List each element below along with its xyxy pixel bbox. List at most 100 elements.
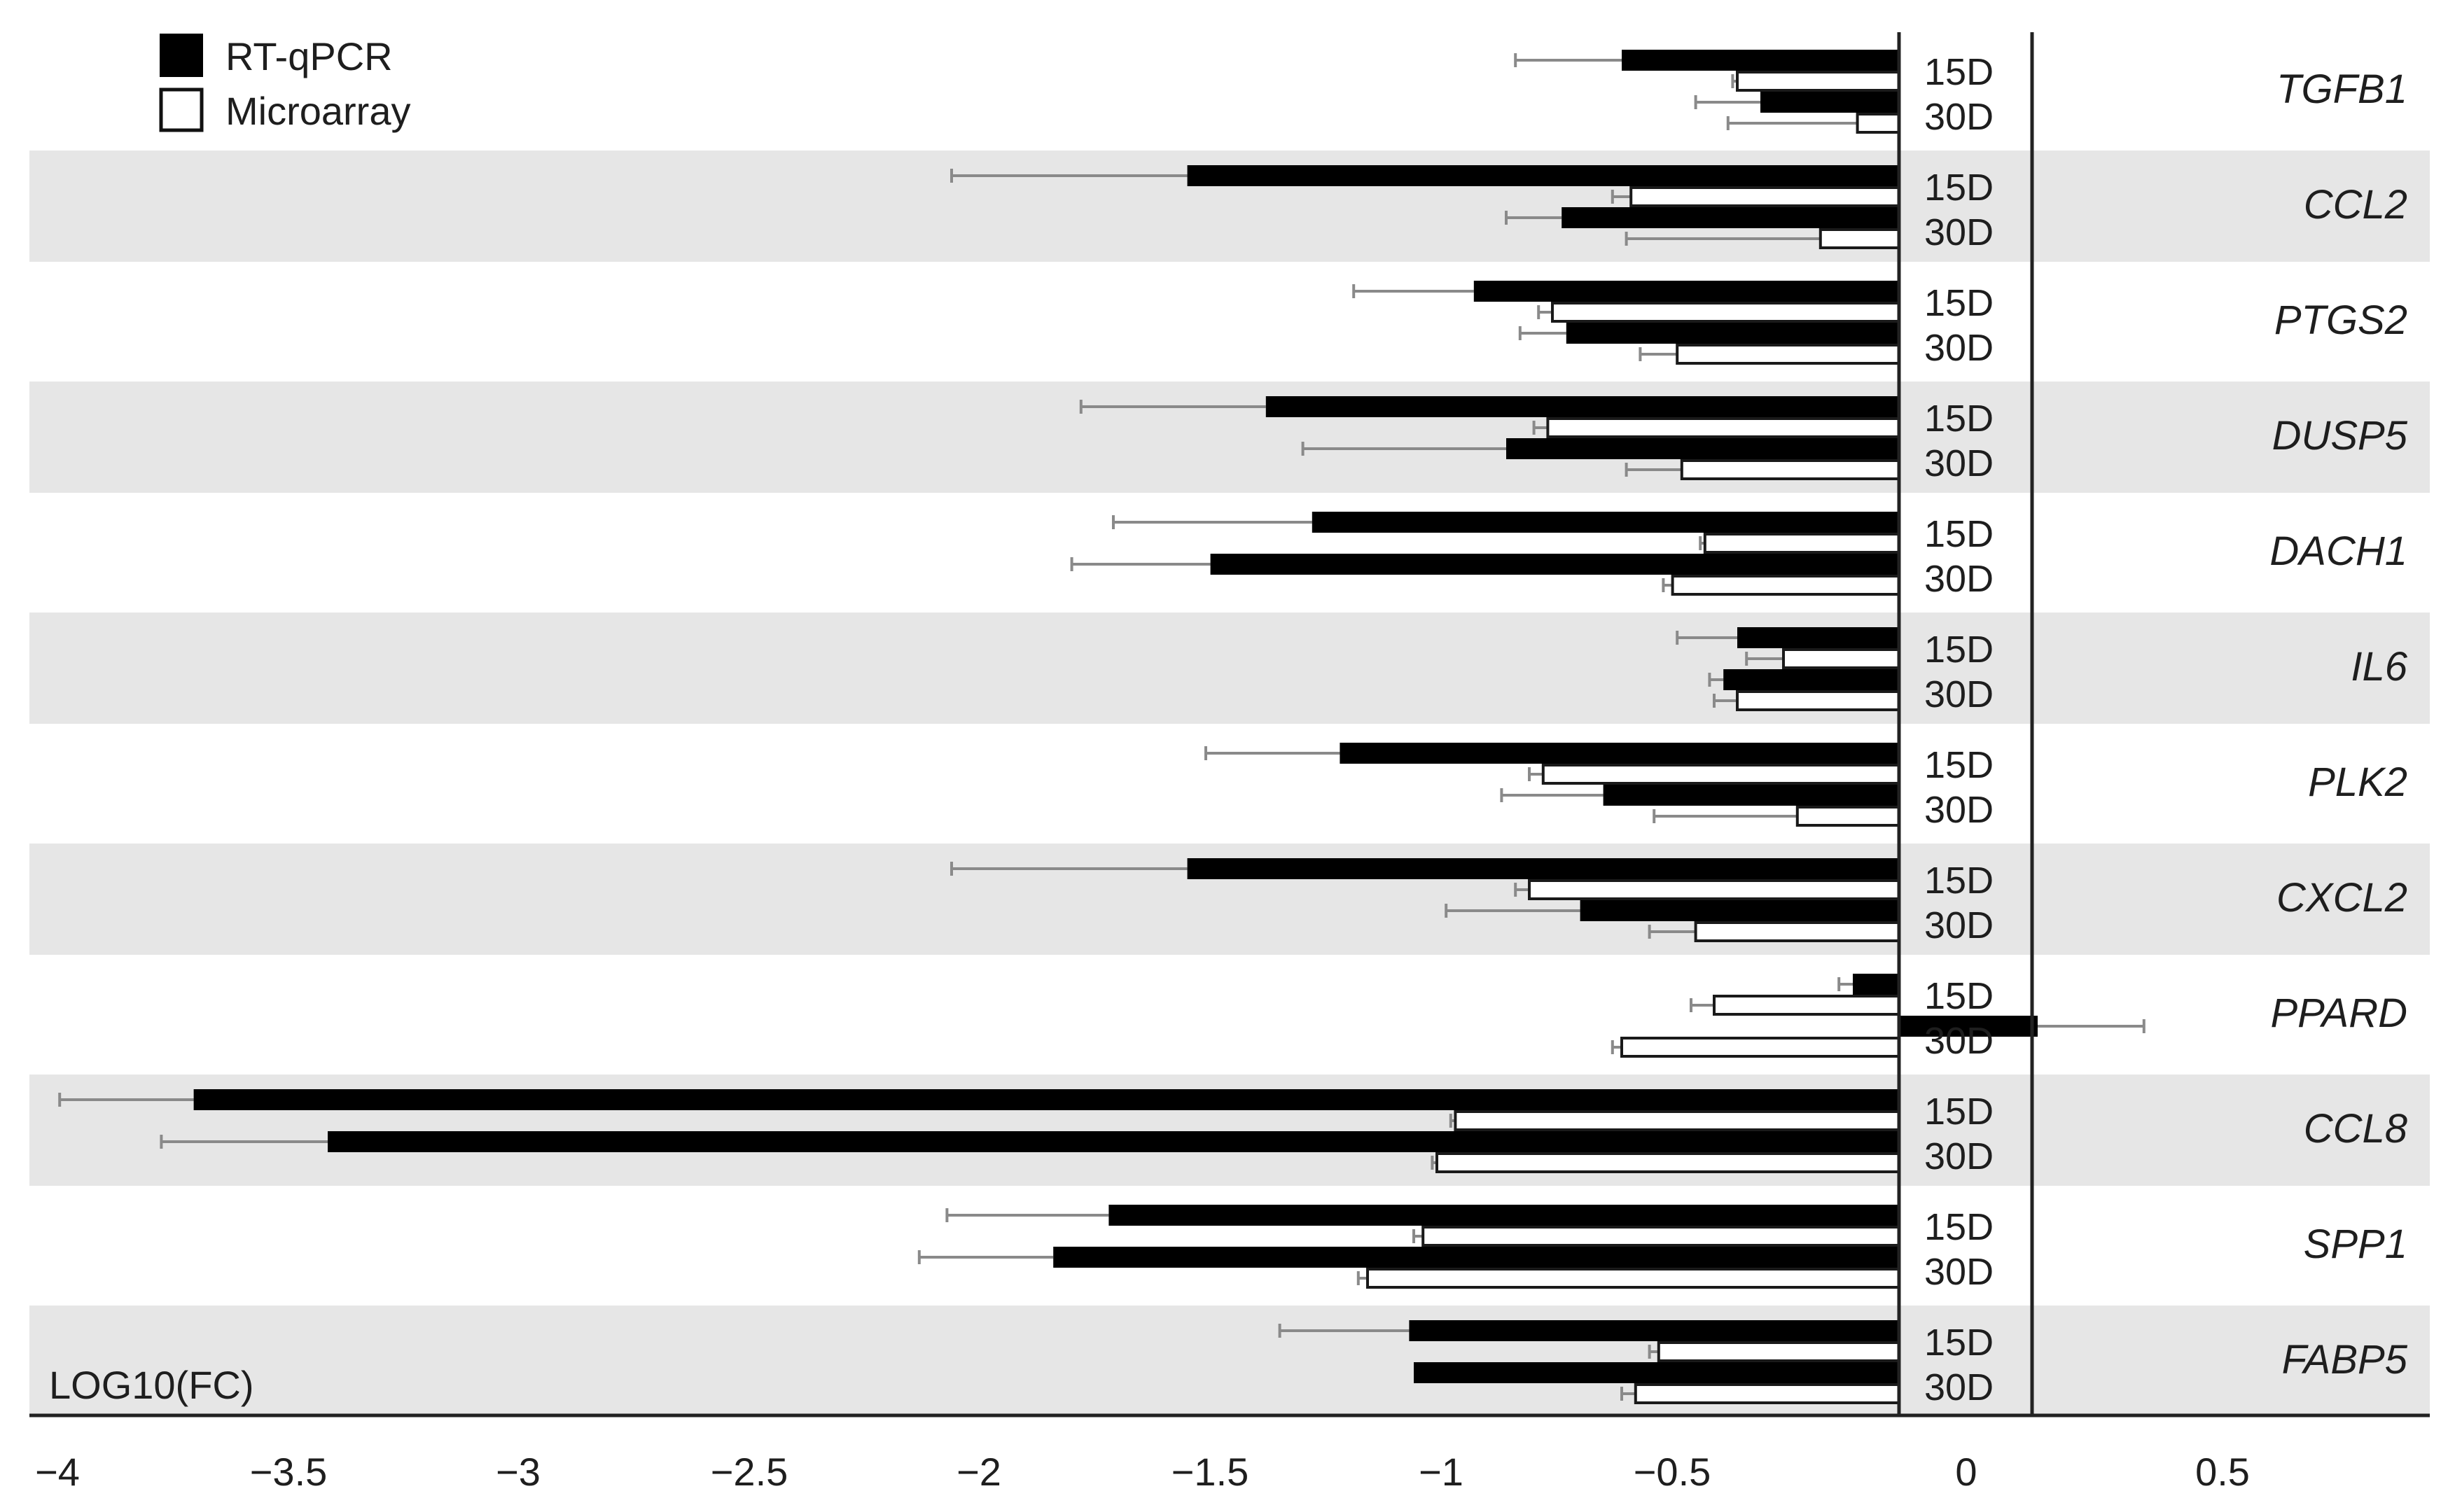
bar-dach1-microarray-30d bbox=[1671, 575, 1901, 596]
bar-dach1-microarray-15d bbox=[1703, 533, 1901, 554]
bar-spp1-rt-qpcr-30d bbox=[1053, 1247, 1899, 1268]
bar-tgfb1-microarray-30d bbox=[1856, 113, 1901, 134]
x-tick-label: −3 bbox=[496, 1450, 541, 1494]
bar-ptgs2-microarray-30d bbox=[1676, 344, 1900, 365]
bar-cxcl2-rt-qpcr-15d bbox=[1187, 858, 1899, 879]
bars bbox=[58, 50, 2145, 1404]
day-label-dach1-30d: 30D bbox=[1924, 558, 1994, 600]
day-label-ptgs2-15d: 15D bbox=[1924, 282, 1994, 324]
day-label-il6-30d: 30D bbox=[1924, 673, 1994, 715]
day-label-plk2-15d: 15D bbox=[1924, 744, 1994, 786]
day-label-fabp5-15d: 15D bbox=[1924, 1322, 1994, 1364]
day-label-spp1-15d: 15D bbox=[1924, 1206, 1994, 1248]
legend-label-rt-qpcr: RT-qPCR bbox=[225, 34, 393, 78]
bar-ptgs2-microarray-15d bbox=[1551, 302, 1900, 323]
day-label-dach1-15d: 15D bbox=[1924, 513, 1994, 555]
gene-label-ccl2: CCL2 bbox=[2304, 182, 2407, 227]
bar-tgfb1-rt-qpcr-30d bbox=[1760, 92, 1899, 113]
day-label-ptgs2-30d: 30D bbox=[1924, 327, 1994, 369]
bar-ccl8-microarray-15d bbox=[1454, 1110, 1900, 1131]
x-axis-label: LOG10(FC) bbox=[49, 1363, 254, 1407]
gene-label-tgfb1: TGFB1 bbox=[2276, 66, 2407, 112]
day-label-tgfb1-15d: 15D bbox=[1924, 51, 1994, 93]
bar-plk2-microarray-30d bbox=[1795, 806, 1901, 827]
x-tick-label: −3.5 bbox=[250, 1450, 328, 1494]
bar-fabp5-rt-qpcr-15d bbox=[1409, 1320, 1899, 1341]
day-label-ppard-30d: 30D bbox=[1924, 1020, 1994, 1062]
bar-ccl2-microarray-15d bbox=[1629, 186, 1900, 207]
row-band-il6 bbox=[29, 612, 2430, 724]
bar-ccl2-microarray-30d bbox=[1818, 228, 1901, 249]
bar-spp1-microarray-15d bbox=[1421, 1226, 1900, 1247]
bar-dach1-rt-qpcr-15d bbox=[1312, 512, 1899, 533]
x-tick-label: −2.5 bbox=[711, 1450, 788, 1494]
day-label-ccl8-15d: 15D bbox=[1924, 1091, 1994, 1133]
bar-dusp5-microarray-30d bbox=[1680, 459, 1901, 480]
gene-label-spp1: SPP1 bbox=[2304, 1222, 2407, 1267]
day-label-tgfb1-30d: 30D bbox=[1924, 96, 1994, 138]
bar-fabp5-microarray-15d bbox=[1657, 1341, 1901, 1362]
legend-label-microarray: Microarray bbox=[225, 89, 410, 133]
gene-label-plk2: PLK2 bbox=[2308, 760, 2407, 805]
day-label-cxcl2-30d: 30D bbox=[1924, 904, 1994, 946]
gene-label-fabp5: FABP5 bbox=[2282, 1337, 2408, 1382]
gene-label-ptgs2: PTGS2 bbox=[2274, 298, 2407, 343]
bar-tgfb1-microarray-15d bbox=[1736, 71, 1900, 92]
gene-label-il6: IL6 bbox=[2351, 644, 2407, 690]
bar-plk2-rt-qpcr-30d bbox=[1603, 785, 1899, 806]
bar-il6-rt-qpcr-30d bbox=[1723, 669, 1899, 690]
bar-tgfb1-rt-qpcr-15d bbox=[1622, 50, 1899, 71]
x-tick-label: −2 bbox=[957, 1450, 1001, 1494]
x-tick-label: 0.5 bbox=[2195, 1450, 2250, 1494]
bar-dach1-rt-qpcr-30d bbox=[1210, 554, 1899, 575]
bar-ptgs2-rt-qpcr-15d bbox=[1473, 281, 1899, 302]
day-label-ccl2-30d: 30D bbox=[1924, 211, 1994, 253]
gene-label-ccl8: CCL8 bbox=[2304, 1106, 2407, 1152]
bar-cxcl2-microarray-30d bbox=[1694, 921, 1901, 942]
gene-label-dach1: DACH1 bbox=[2269, 528, 2407, 574]
legend-swatch-rt-qpcr bbox=[160, 34, 203, 77]
bar-dusp5-microarray-15d bbox=[1546, 417, 1900, 438]
day-label-ccl2-15d: 15D bbox=[1924, 167, 1994, 209]
legend: RT-qPCR Microarray bbox=[159, 34, 410, 133]
bar-spp1-microarray-30d bbox=[1366, 1268, 1900, 1289]
bar-ptgs2-rt-qpcr-30d bbox=[1566, 323, 1899, 344]
day-label-ccl8-30d: 30D bbox=[1924, 1135, 1994, 1177]
bar-ccl2-rt-qpcr-30d bbox=[1562, 207, 1899, 228]
row-bands bbox=[29, 150, 2430, 1417]
chart-frame bbox=[29, 32, 2430, 1418]
day-label-spp1-30d: 30D bbox=[1924, 1251, 1994, 1293]
day-label-ppard-15d: 15D bbox=[1924, 975, 1994, 1017]
day-label-il6-15d: 15D bbox=[1924, 629, 1994, 671]
day-label-fabp5-30d: 30D bbox=[1924, 1366, 1994, 1408]
bar-ppard-microarray-30d bbox=[1620, 1037, 1900, 1058]
gene-label-ppard: PPARD bbox=[2270, 990, 2407, 1036]
bar-ccl8-rt-qpcr-30d bbox=[328, 1131, 1899, 1152]
bar-il6-microarray-30d bbox=[1736, 690, 1900, 711]
row-band-fabp5 bbox=[29, 1306, 2430, 1417]
bar-ccl2-rt-qpcr-15d bbox=[1187, 165, 1899, 186]
day-label-cxcl2-15d: 15D bbox=[1924, 860, 1994, 902]
bar-cxcl2-rt-qpcr-30d bbox=[1580, 900, 1899, 921]
bar-il6-rt-qpcr-15d bbox=[1737, 627, 1899, 648]
x-tick-label: −1.5 bbox=[1171, 1450, 1249, 1494]
day-label-dusp5-30d: 30D bbox=[1924, 442, 1994, 484]
labels: 15D30DTGFB115D30DCCL215D30DPTGS215D30DDU… bbox=[35, 51, 2408, 1494]
x-tick-label: −4 bbox=[35, 1450, 80, 1494]
bar-ppard-rt-qpcr-15d bbox=[1853, 974, 1899, 995]
gene-label-dusp5: DUSP5 bbox=[2272, 413, 2408, 458]
bar-ccl8-microarray-30d bbox=[1435, 1152, 1900, 1173]
bar-cxcl2-microarray-15d bbox=[1528, 879, 1900, 900]
bar-ppard-microarray-15d bbox=[1713, 995, 1900, 1016]
bar-dusp5-rt-qpcr-30d bbox=[1506, 438, 1899, 459]
gene-label-cxcl2: CXCL2 bbox=[2276, 875, 2407, 920]
legend-swatch-microarray bbox=[159, 88, 204, 132]
bar-ppard-rt-qpcr-30d bbox=[1899, 1016, 2038, 1037]
bar-spp1-rt-qpcr-15d bbox=[1108, 1205, 1899, 1226]
bar-plk2-microarray-15d bbox=[1541, 764, 1901, 785]
bar-fabp5-rt-qpcr-30d bbox=[1414, 1362, 1899, 1383]
bar-fabp5-microarray-30d bbox=[1634, 1383, 1901, 1404]
x-tick-label: −1 bbox=[1419, 1450, 1463, 1494]
x-tick-label: −0.5 bbox=[1634, 1450, 1711, 1494]
